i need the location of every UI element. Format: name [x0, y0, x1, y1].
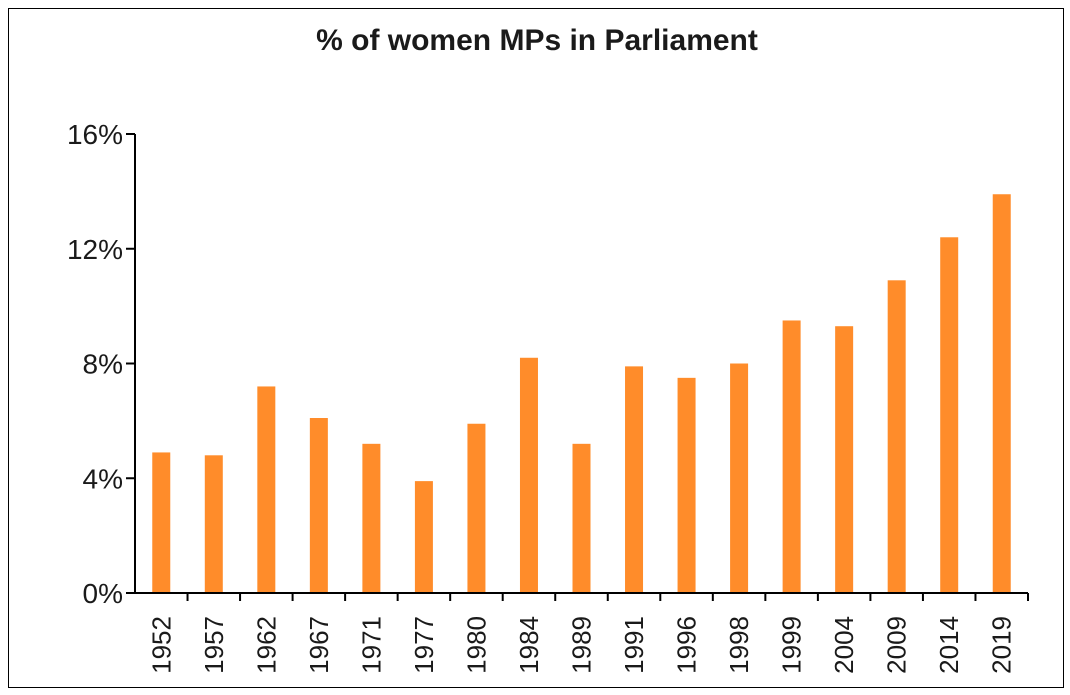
bar-1989 — [572, 443, 591, 593]
x-tick-label: 1952 — [146, 616, 176, 674]
x-tick-label: 1991 — [619, 616, 649, 674]
bar-1977 — [414, 481, 433, 593]
x-tick-label: 1971 — [356, 616, 386, 674]
bar-1984 — [519, 357, 538, 593]
bar-1957 — [204, 455, 223, 593]
x-tick-label: 1977 — [409, 616, 439, 674]
bar-2019 — [992, 194, 1011, 593]
x-tick-label: 1967 — [304, 616, 334, 674]
x-tick-label: 2009 — [882, 616, 912, 674]
y-tick-label: 12% — [67, 234, 123, 265]
bar-1991 — [625, 366, 644, 593]
bar-2014 — [940, 237, 959, 593]
x-tick-label: 1980 — [461, 616, 491, 674]
x-tick-label: 1998 — [724, 616, 754, 674]
x-tick-label: 1984 — [514, 616, 544, 674]
x-tick-label: 1957 — [199, 616, 229, 674]
bar-1952 — [152, 452, 171, 593]
bar-2004 — [835, 326, 854, 593]
x-tick-label: 1962 — [251, 616, 281, 674]
bar-1980 — [467, 423, 486, 593]
x-tick-label: 1989 — [567, 616, 597, 674]
bar-1962 — [257, 386, 276, 593]
x-tick-label: 2014 — [934, 616, 964, 674]
y-tick-label: 8% — [83, 349, 123, 380]
chart-title: % of women MPs in Parliament — [316, 24, 758, 57]
bar-2009 — [887, 280, 906, 593]
bar-1999 — [782, 320, 801, 593]
x-tick-label: 2019 — [987, 616, 1017, 674]
bar-1971 — [362, 443, 381, 593]
x-tick-label: 2004 — [829, 616, 859, 674]
bars — [152, 194, 1011, 593]
y-axis-ticks: 0% 4% 8% 12% 16% — [67, 119, 135, 609]
x-tick-label: 1999 — [777, 616, 807, 674]
bar-1998 — [730, 363, 749, 593]
y-tick-label: 16% — [67, 119, 123, 150]
x-axis-ticks: 1952 1957 1962 1967 1971 1977 1980 1984 1989 1991… — [146, 593, 1029, 674]
y-tick-label: 0% — [83, 578, 123, 609]
y-tick-label: 4% — [83, 463, 123, 494]
x-tick-label: 1996 — [672, 616, 702, 674]
bar-1967 — [309, 418, 328, 593]
bar-1996 — [677, 377, 696, 593]
